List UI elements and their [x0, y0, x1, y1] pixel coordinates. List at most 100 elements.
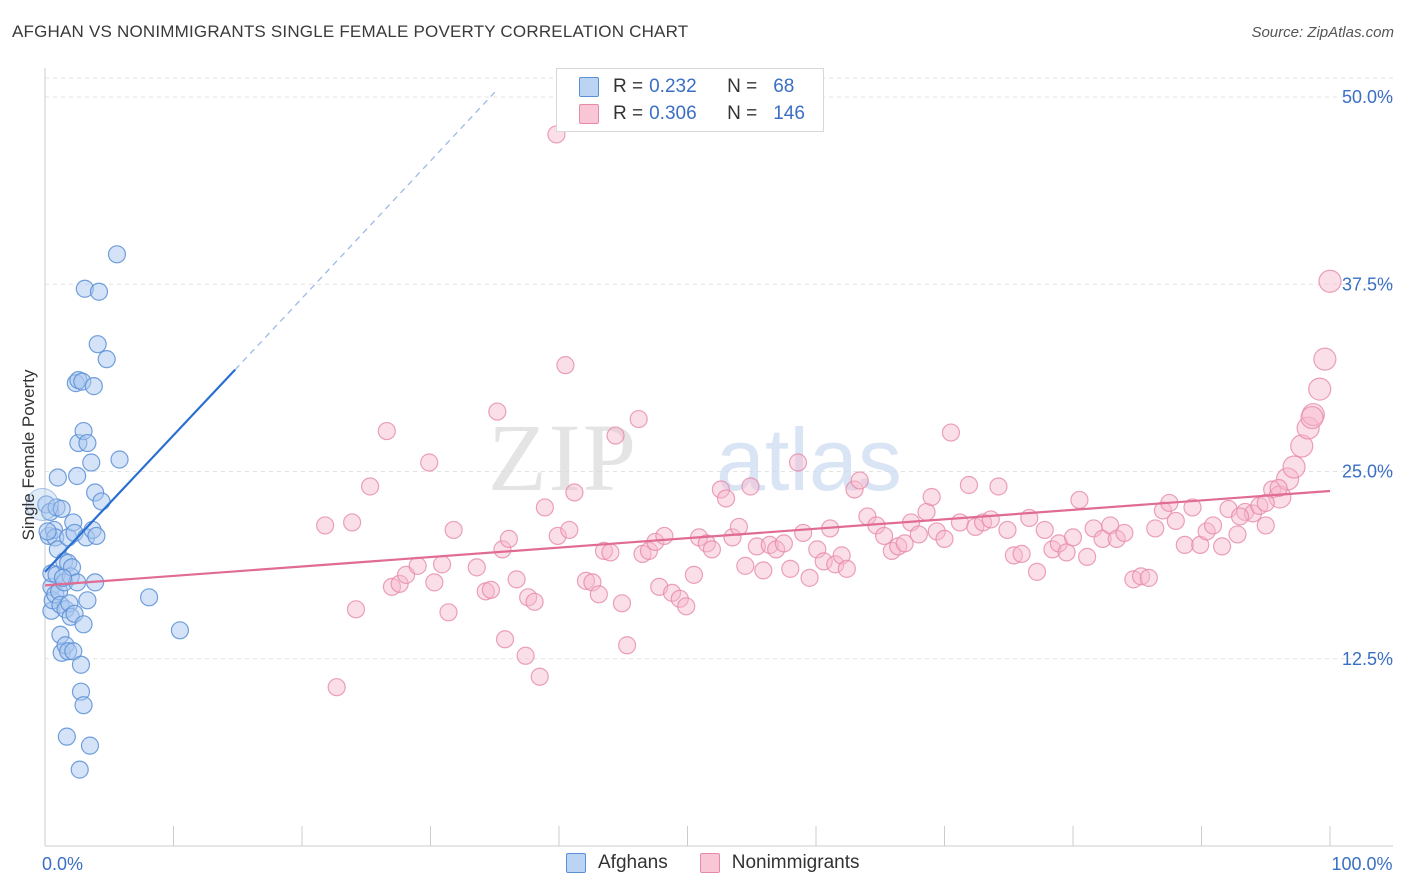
nonimmigrants-point: [444, 520, 463, 540]
nonimmigrants-point: [408, 556, 427, 575]
nonimmigrants-point: [390, 574, 409, 593]
afghans-point: [89, 282, 109, 301]
nonimmigrants-point: [981, 510, 1000, 529]
axes: [44, 68, 1393, 847]
nonimmigrants-point: [814, 552, 833, 571]
nonimmigrants-point: [1282, 455, 1306, 479]
nonimmigrants-point: [1228, 525, 1247, 544]
nonimmigrants-point: [1256, 493, 1275, 513]
nonimmigrants-point: [432, 555, 452, 574]
nonimmigrants-point: [754, 561, 773, 580]
nonimmigrants-point: [560, 520, 579, 540]
nonimmigrants-point: [989, 477, 1008, 496]
nonimmigrants-point: [361, 477, 380, 496]
y-tick-label: 25.0%: [1342, 462, 1393, 482]
afghans-legend-swatch: [566, 853, 586, 873]
nonimmigrants-point: [1318, 269, 1342, 293]
nonimmigrants-point: [781, 559, 800, 578]
nonimmigrants-point: [606, 426, 625, 445]
nonimmigrants-point: [1146, 519, 1165, 538]
r-value: 0.306: [649, 103, 697, 124]
nonimmigrants-point: [565, 483, 584, 502]
afghans-point: [64, 642, 83, 661]
source-label: Source: ZipAtlas.com: [1251, 24, 1394, 41]
nonimmigrants-point: [576, 571, 596, 590]
nonimmigrants-trendline: [44, 489, 1331, 587]
nonimmigrants-point: [950, 513, 970, 532]
nonimmigrants-point: [794, 523, 813, 543]
afghans-point: [170, 621, 190, 640]
nonimmigrants-point: [1115, 523, 1134, 543]
nonimmigrants-point: [723, 528, 742, 547]
nonimmigrants-point: [1166, 511, 1185, 531]
nonimmigrants-point: [1275, 467, 1300, 491]
afghans-point: [78, 591, 97, 610]
gridlines: [45, 77, 1393, 660]
nonimmigrants-point: [1093, 529, 1112, 549]
nonimmigrants-point: [1027, 562, 1047, 581]
nonimmigrants-swatch: [579, 104, 599, 124]
tick-labels: 12.5% 25.0% 37.5% 50.0% 0.0% 100.0%: [42, 87, 1393, 874]
nonimmigrants-point: [998, 520, 1017, 540]
nonimmigrants-point: [774, 534, 793, 553]
afghans-point: [48, 468, 67, 487]
nonimmigrants-point: [677, 597, 696, 616]
nonimmigrants-point: [612, 594, 632, 613]
afghans-point: [107, 245, 127, 264]
nonimmigrants-point: [845, 480, 864, 499]
nonimmigrants-point: [850, 471, 869, 490]
nonimmigrants-point: [1012, 544, 1031, 563]
nonimmigrants-point: [629, 409, 648, 429]
nonimmigrants-point: [525, 592, 544, 611]
nonimmigrants-point: [741, 477, 760, 496]
nonimmigrants-point: [327, 678, 346, 697]
nonimmigrants-point: [594, 541, 614, 560]
nonimmigrants-point: [826, 555, 845, 574]
afghans-point: [84, 377, 103, 396]
nonimmigrants-point: [495, 630, 515, 649]
nonimmigrants-point: [670, 589, 689, 608]
nonimmigrants-point: [1230, 507, 1250, 526]
afghans-trendline: [44, 368, 236, 573]
watermark: ZIP atlas: [488, 404, 902, 511]
watermark-atlas: atlas: [716, 410, 902, 509]
legend-item-nonimmigrants: Nonimmigrants: [699, 852, 860, 874]
afghans-point: [53, 568, 73, 587]
nonimmigrants-point: [343, 513, 362, 532]
r-value: 0.232: [649, 76, 697, 97]
nonimmigrants-point: [1269, 478, 1288, 498]
nonimmigrants-point: [922, 487, 941, 507]
nonimmigrants-point: [1300, 405, 1324, 430]
r-label: R =: [613, 76, 644, 97]
nonimmigrants-point: [927, 522, 946, 541]
afghans-point: [110, 450, 129, 469]
nonimmigrants-point: [1313, 347, 1337, 371]
nonimmigrants-point: [1057, 543, 1076, 562]
afghans-point: [68, 466, 87, 486]
nonimmigrants-point: [1256, 516, 1275, 535]
nonimmigrants-point: [316, 516, 335, 535]
nonimmigrants-point: [1078, 547, 1097, 566]
watermark-zip: ZIP: [488, 404, 638, 511]
afghans-point: [97, 350, 116, 369]
legend-label-afghans: Afghans: [598, 852, 668, 873]
y-tick-label: 50.0%: [1342, 87, 1393, 107]
afghans-point: [71, 655, 91, 674]
nonimmigrants-point: [1212, 537, 1232, 556]
nonimmigrants-point: [467, 558, 486, 577]
nonimmigrants-point: [507, 570, 526, 589]
chart-title: AFGHAN VS NONIMMIGRANTS SINGLE FEMALE PO…: [12, 22, 689, 41]
nonimmigrants-point: [1035, 520, 1054, 540]
afghans-point: [88, 335, 107, 354]
nonimmigrants-point: [493, 540, 512, 559]
nonimmigrants-point: [736, 556, 755, 575]
afghans-points: [25, 245, 190, 779]
x-tick-label: 100.0%: [1331, 854, 1392, 874]
nonimmigrants-point: [716, 489, 736, 508]
n-label: N =: [727, 103, 758, 124]
nonimmigrants-point: [1070, 490, 1089, 510]
nonimmigrants-point: [516, 646, 535, 665]
afghans-point: [82, 453, 101, 472]
nonimmigrants-point: [711, 480, 731, 499]
nonimmigrants-point: [488, 402, 507, 421]
